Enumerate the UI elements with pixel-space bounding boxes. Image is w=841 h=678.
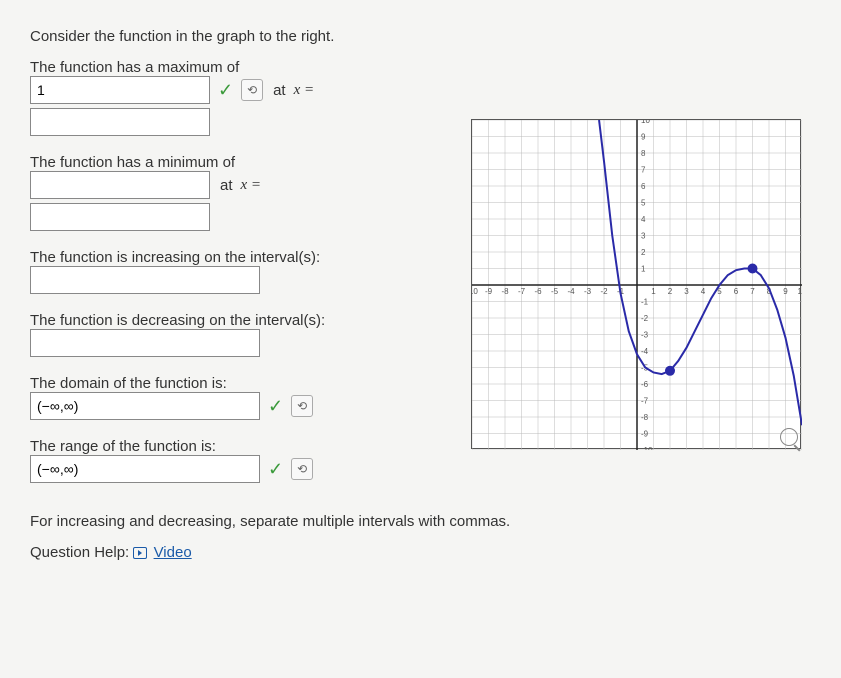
svg-text:-10: -10 [641,446,653,450]
svg-text:-1: -1 [641,298,649,307]
svg-text:2: 2 [668,287,673,296]
svg-text:-4: -4 [641,347,649,356]
svg-text:10: 10 [798,287,802,296]
decreasing-section: The function is decreasing on the interv… [30,312,451,357]
svg-text:-4: -4 [567,287,575,296]
domain-section: The domain of the function is: ✓ ⟲ [30,375,451,420]
svg-text:9: 9 [783,287,788,296]
svg-text:5: 5 [641,199,646,208]
range-label: The range of the function is: [30,438,451,455]
minimum-label: The function has a minimum of [30,154,451,171]
svg-text:8: 8 [641,149,646,158]
svg-text:-9: -9 [641,430,649,439]
maximum-section: The function has a maximum of ✓ ⟲ at x = [30,59,451,136]
domain-label: The domain of the function is: [30,375,451,392]
svg-text:-9: -9 [485,287,493,296]
range-input[interactable] [30,455,260,483]
svg-text:3: 3 [641,232,646,241]
maximum-x-input[interactable] [30,108,210,136]
maximum-value-input[interactable] [30,76,210,104]
svg-text:-2: -2 [600,287,608,296]
check-icon: ✓ [268,459,283,480]
svg-text:4: 4 [641,215,646,224]
svg-text:9: 9 [641,133,646,142]
svg-text:6: 6 [734,287,739,296]
retry-icon[interactable]: ⟲ [291,458,313,480]
svg-text:2: 2 [641,248,646,257]
retry-icon[interactable]: ⟲ [291,395,313,417]
retry-icon[interactable]: ⟲ [241,79,263,101]
x-equals: x = [241,177,262,194]
svg-text:-6: -6 [534,287,542,296]
increasing-input[interactable] [30,266,260,294]
svg-text:7: 7 [750,287,755,296]
questions-column: The function has a maximum of ✓ ⟲ at x =… [30,59,451,501]
svg-text:-2: -2 [641,314,649,323]
zoom-icon[interactable] [780,428,798,446]
video-link[interactable]: Video [154,544,192,561]
svg-text:-5: -5 [551,287,559,296]
svg-text:-7: -7 [641,397,649,406]
svg-text:7: 7 [641,166,646,175]
minimum-section: The function has a minimum of at x = [30,154,451,231]
svg-text:4: 4 [701,287,706,296]
svg-text:1: 1 [651,287,656,296]
svg-text:3: 3 [684,287,689,296]
svg-text:-8: -8 [641,413,649,422]
at-text: at [273,82,286,99]
svg-text:1: 1 [641,265,646,274]
minimum-value-input[interactable] [30,171,210,199]
domain-input[interactable] [30,392,260,420]
at-text: at [220,177,233,194]
graph-column: -10-9-8-7-6-5-4-3-2-112345678910-10-9-8-… [471,59,811,501]
check-icon: ✓ [268,396,283,417]
svg-text:-3: -3 [584,287,592,296]
svg-text:-8: -8 [501,287,509,296]
svg-text:10: 10 [641,120,650,125]
minimum-x-input[interactable] [30,203,210,231]
x-equals: x = [294,82,315,99]
increasing-section: The function is increasing on the interv… [30,249,451,294]
video-icon [133,547,147,559]
increasing-label: The function is increasing on the interv… [30,249,451,266]
range-section: The range of the function is: ✓ ⟲ [30,438,451,483]
svg-text:-7: -7 [518,287,526,296]
maximum-label: The function has a maximum of [30,59,451,76]
function-graph: -10-9-8-7-6-5-4-3-2-112345678910-10-9-8-… [471,119,801,449]
help-label: Question Help: [30,544,129,561]
svg-text:-10: -10 [472,287,478,296]
decreasing-label: The function is decreasing on the interv… [30,312,451,329]
svg-text:-6: -6 [641,380,649,389]
interval-note: For increasing and decreasing, separate … [30,513,811,530]
check-icon: ✓ [218,80,233,101]
svg-text:-3: -3 [641,331,649,340]
intro-text: Consider the function in the graph to th… [30,28,811,45]
svg-text:6: 6 [641,182,646,191]
decreasing-input[interactable] [30,329,260,357]
